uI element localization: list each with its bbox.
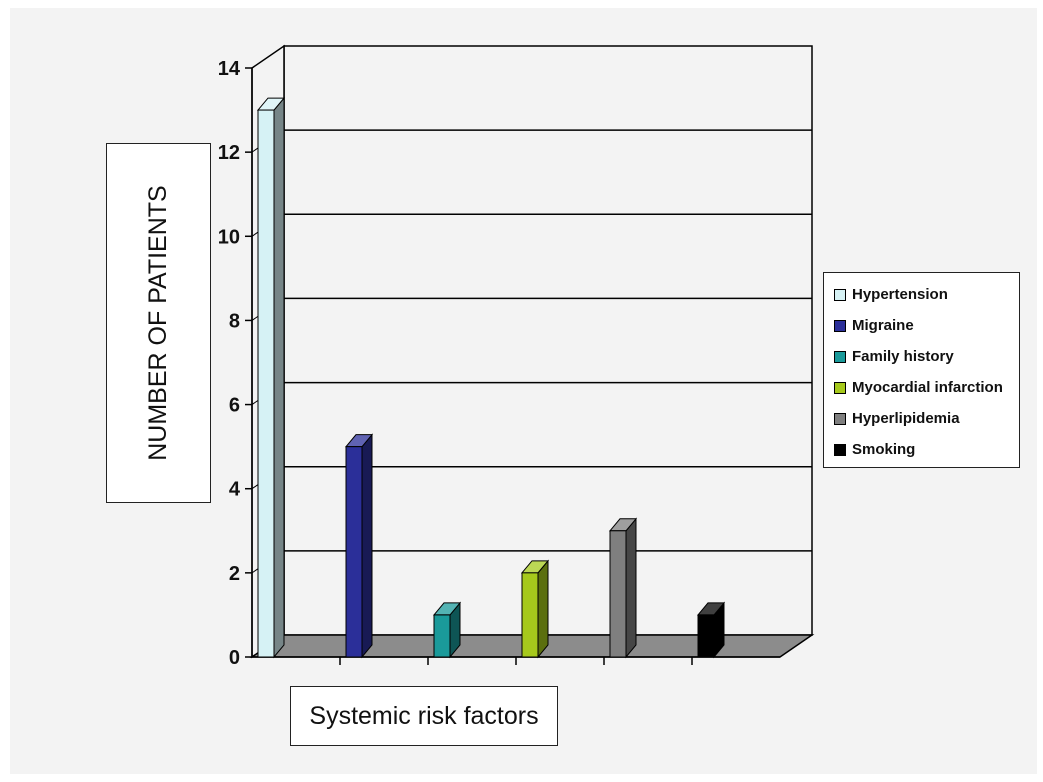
legend-label: Family history xyxy=(852,348,954,365)
y-tick-label: 4 xyxy=(229,479,241,501)
bar-side xyxy=(537,559,549,659)
legend-swatch xyxy=(834,350,846,363)
bar-side xyxy=(625,517,637,659)
y-tick-label: 0 xyxy=(229,647,240,669)
legend-label: Myocardial infarction xyxy=(852,379,1003,396)
bar-side xyxy=(361,433,373,659)
legend-label: Hyperlipidemia xyxy=(852,410,960,427)
bar xyxy=(520,559,550,659)
y-tick-label: 8 xyxy=(229,310,240,332)
legend-item: Myocardial infarction xyxy=(834,372,1019,403)
bar xyxy=(608,517,638,659)
bar-front xyxy=(257,109,275,658)
y-tick-label: 14 xyxy=(218,58,241,80)
legend-swatch xyxy=(834,381,846,394)
bar-front xyxy=(433,614,451,658)
legend-swatch xyxy=(834,319,846,332)
y-tick-label: 2 xyxy=(229,563,240,585)
bars xyxy=(256,96,726,659)
bar-front xyxy=(609,530,627,658)
legend: Hypertension Migraine Family history Myocar… xyxy=(823,272,1020,468)
bar-front xyxy=(345,446,363,658)
y-axis: 0 2 4 6 8 10 12 14 xyxy=(218,58,780,669)
bar xyxy=(432,601,462,659)
legend-swatch xyxy=(834,288,846,301)
legend-item: Smoking xyxy=(834,434,1019,465)
bar xyxy=(256,96,286,659)
legend-item: Family history xyxy=(834,341,1019,372)
y-tick-label: 6 xyxy=(229,395,240,417)
y-tick-label: 12 xyxy=(218,142,240,164)
bar xyxy=(344,433,374,659)
x-axis-title: Systemic risk factors xyxy=(290,686,558,746)
legend-item: Hypertension xyxy=(834,279,1019,310)
y-axis-title-box: NUMBER OF PATIENTS xyxy=(106,143,211,503)
legend-label: Migraine xyxy=(852,317,914,334)
legend-label: Hypertension xyxy=(852,286,948,303)
legend-item: Hyperlipidemia xyxy=(834,403,1019,434)
legend-swatch xyxy=(834,443,846,456)
legend-label: Smoking xyxy=(852,441,916,458)
y-axis-title: NUMBER OF PATIENTS xyxy=(144,185,172,461)
legend-swatch xyxy=(834,412,846,425)
bar xyxy=(696,601,726,659)
bar-side xyxy=(273,96,285,659)
bar-front xyxy=(521,572,539,658)
y-tick-label: 10 xyxy=(218,226,240,248)
bar-front xyxy=(697,614,715,658)
legend-item: Migraine xyxy=(834,310,1019,341)
